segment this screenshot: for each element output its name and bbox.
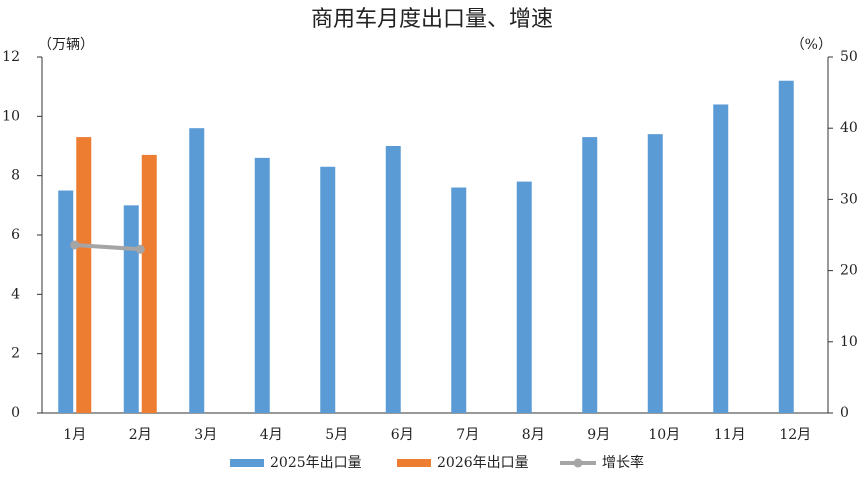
x-tick-label: 2月	[129, 427, 152, 443]
y-axis-label: （万辆）	[38, 37, 94, 53]
bar	[58, 190, 74, 413]
x-tick-label: 1月	[63, 427, 86, 443]
y2-tick-label: 10	[840, 334, 858, 350]
y-tick-label: 0	[11, 405, 20, 421]
y-tick-label: 12	[2, 49, 20, 65]
x-tick-label: 5月	[325, 427, 348, 443]
x-tick-label: 11月	[714, 427, 746, 443]
x-tick-label: 6月	[391, 427, 414, 443]
y2-tick-label: 50	[840, 49, 858, 65]
bar	[713, 104, 729, 413]
y-tick-label: 10	[2, 108, 20, 124]
bar	[516, 181, 532, 413]
legend-swatch	[230, 459, 264, 467]
x-tick-label: 3月	[194, 427, 217, 443]
legend-swatch	[573, 458, 583, 468]
bar	[76, 137, 92, 413]
y-tick-label: 2	[11, 346, 20, 362]
bar	[778, 80, 794, 413]
x-tick-label: 4月	[260, 427, 283, 443]
y2-tick-label: 30	[840, 191, 858, 207]
x-tick-label: 9月	[587, 427, 610, 443]
chart-title: 商用车月度出口量、增速	[311, 7, 553, 32]
y2-axis-label: （%）	[791, 37, 832, 53]
legend-label: 2025年出口量	[270, 455, 362, 471]
legend-swatch	[397, 459, 431, 467]
bar	[320, 166, 336, 413]
bar	[123, 205, 139, 413]
x-tick-label: 8月	[522, 427, 545, 443]
bar	[582, 137, 598, 413]
line-point	[135, 244, 145, 254]
bar	[141, 154, 157, 413]
y-tick-label: 6	[11, 227, 20, 243]
y-tick-label: 8	[11, 168, 20, 184]
line	[72, 242, 143, 252]
line-point	[70, 240, 80, 250]
bar	[451, 187, 467, 413]
x-tick-label: 10月	[648, 427, 680, 443]
bar	[385, 146, 401, 413]
bar	[254, 157, 270, 413]
bar	[647, 134, 663, 413]
legend-label: 增长率	[602, 454, 644, 471]
y-tick-label: 4	[11, 286, 20, 302]
x-tick-label: 7月	[456, 427, 479, 443]
y2-tick-label: 0	[840, 405, 849, 421]
y2-tick-label: 20	[840, 263, 858, 279]
x-tick-label: 12月	[779, 427, 811, 443]
bar	[189, 128, 205, 413]
y2-tick-label: 40	[840, 120, 858, 136]
legend-label: 2026年出口量	[437, 455, 529, 471]
